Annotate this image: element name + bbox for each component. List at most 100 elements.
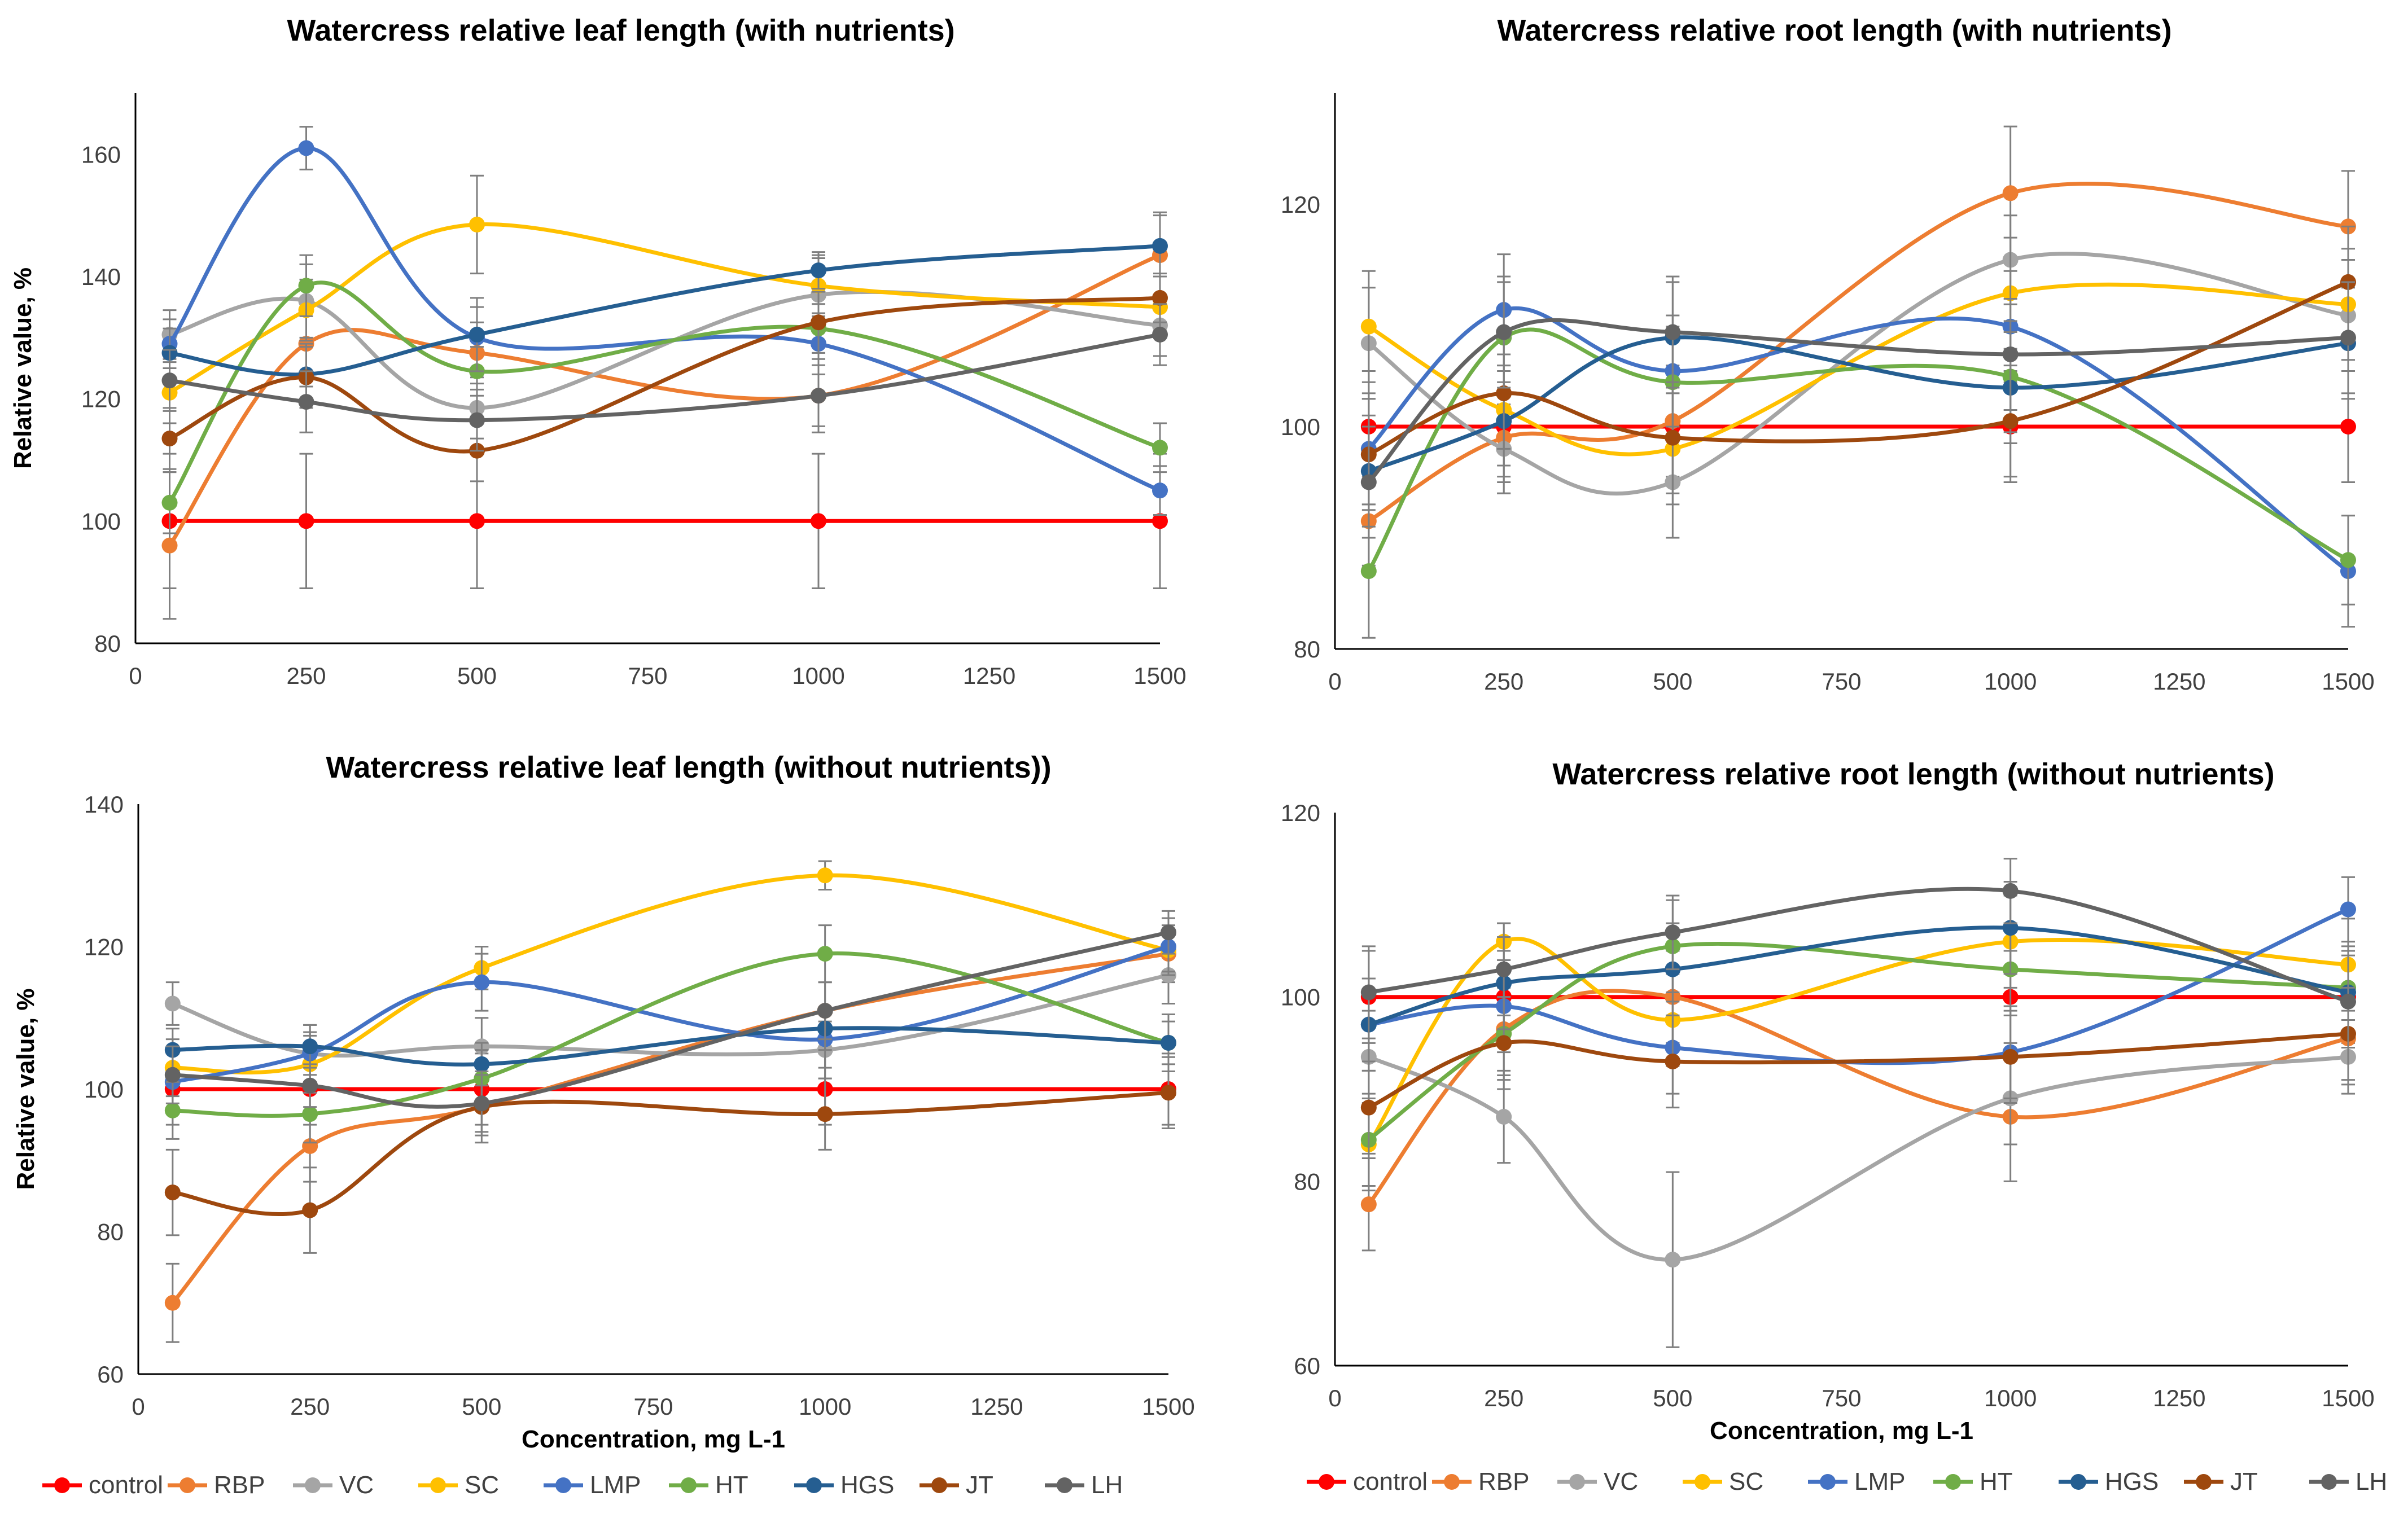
data-point: [298, 278, 314, 294]
data-point: [1665, 324, 1681, 340]
data-point: [1161, 1034, 1176, 1051]
legend-label: HGS: [840, 1471, 894, 1499]
data-point: [1360, 1196, 1377, 1213]
data-point: [1496, 324, 1512, 340]
data-point: [164, 1184, 181, 1201]
data-point: [302, 1106, 318, 1122]
legend-item-lmp: LMP: [544, 1471, 641, 1499]
x-tick-label: 0: [132, 1393, 145, 1420]
data-point: [1665, 924, 1681, 941]
legend-label: control: [1353, 1468, 1428, 1495]
series-lh: [1360, 275, 2356, 539]
data-point: [164, 1102, 181, 1118]
series-lmp: [161, 126, 1168, 516]
series-rbp: [164, 924, 1176, 1343]
series-line: [169, 296, 1161, 454]
series-line: [1367, 181, 2349, 523]
y-tick-label: 100: [1281, 414, 1320, 440]
legend-label: LMP: [1854, 1468, 1905, 1495]
data-point: [811, 513, 826, 529]
legend-label: VC: [1604, 1468, 1638, 1495]
data-point: [161, 431, 178, 447]
legend-item-jt: JT: [920, 1471, 993, 1499]
legend-item-rbp: RBP: [1432, 1468, 1529, 1495]
data-point: [298, 394, 314, 410]
data-point: [811, 314, 826, 331]
data-point: [164, 1295, 181, 1311]
data-point: [817, 1106, 833, 1122]
legend-item-vc: VC: [293, 1471, 374, 1499]
data-point: [469, 412, 485, 428]
legend-item-rbp: RBP: [168, 1471, 265, 1499]
data-point: [1496, 1109, 1512, 1125]
data-point: [2002, 1048, 2019, 1065]
x-tick-label: 1250: [2153, 1385, 2205, 1411]
legend-swatch-marker: [2321, 1474, 2337, 1490]
series-line: [172, 1090, 1169, 1216]
series-line: [172, 945, 1169, 1084]
x-tick-label: 500: [457, 663, 497, 689]
legend-label: LMP: [590, 1471, 641, 1499]
y-axis-label: Relative value, %: [12, 988, 40, 1190]
data-point: [1496, 1035, 1512, 1051]
x-tick-label: 750: [633, 1393, 673, 1420]
data-point: [469, 216, 485, 232]
series-line: [169, 244, 1161, 377]
data-point: [817, 946, 833, 962]
x-tick-label: 500: [462, 1393, 501, 1420]
y-tick-label: 80: [1294, 1168, 1320, 1195]
series-line: [1367, 252, 2349, 496]
x-tick-label: 500: [1653, 668, 1692, 695]
legend-label: HGS: [2105, 1468, 2159, 1495]
data-point: [164, 995, 181, 1012]
legend-label: SC: [1729, 1468, 1763, 1495]
series-line: [1367, 989, 2349, 1206]
data-point: [1152, 238, 1168, 254]
data-point: [811, 262, 826, 279]
series-control: [161, 453, 1168, 589]
x-tick-label: 1500: [2322, 1385, 2374, 1411]
series-line: [1368, 280, 2349, 457]
legend-swatch-marker: [2196, 1474, 2212, 1490]
legend-swatch-marker: [555, 1477, 571, 1493]
x-tick-label: 1000: [1984, 668, 2037, 695]
legend-item-ht: HT: [1933, 1468, 2013, 1495]
series-rbp: [161, 211, 1168, 620]
y-tick-label: 80: [1294, 636, 1320, 663]
legend-label: LH: [1091, 1471, 1123, 1499]
legend-label: RBP: [214, 1471, 265, 1499]
y-tick-label: 60: [1294, 1353, 1320, 1379]
data-point: [1665, 429, 1681, 446]
x-tick-label: 1500: [2322, 668, 2374, 695]
chart-leaf-with-nutrients: Watercress relative leaf length (with nu…: [9, 14, 1187, 689]
data-point: [817, 867, 833, 884]
legend-item-control: control: [42, 1471, 163, 1499]
data-point: [469, 513, 485, 529]
series-jt: [161, 273, 1168, 482]
legend-swatch-marker: [931, 1477, 947, 1493]
data-point: [1360, 563, 1377, 580]
data-point: [1152, 326, 1168, 343]
legend-label: VC: [339, 1471, 374, 1499]
legend-item-lmp: LMP: [1808, 1468, 1905, 1495]
data-point: [1152, 289, 1168, 306]
series-line: [1368, 907, 2349, 1065]
y-tick-label: 160: [81, 141, 121, 168]
legend-right: control RBP VC SC LMP HT HGS JT LH: [1307, 1468, 2387, 1495]
x-tick-label: 1250: [963, 663, 1015, 689]
data-point: [474, 1095, 490, 1112]
legend-label: HT: [1980, 1468, 2013, 1495]
x-axis-label: Concentration, mg L-1: [522, 1425, 785, 1453]
y-tick-label: 120: [1281, 800, 1320, 826]
data-point: [302, 1077, 318, 1094]
x-tick-label: 0: [1328, 668, 1341, 695]
y-tick-label: 120: [1281, 191, 1320, 218]
series-lh: [164, 910, 1176, 1133]
legend-swatch-marker: [1945, 1474, 1961, 1490]
data-point: [1496, 961, 1512, 977]
data-point: [2002, 413, 2019, 429]
series-line: [1368, 925, 2349, 1027]
data-point: [161, 537, 178, 554]
data-point: [302, 1202, 318, 1218]
